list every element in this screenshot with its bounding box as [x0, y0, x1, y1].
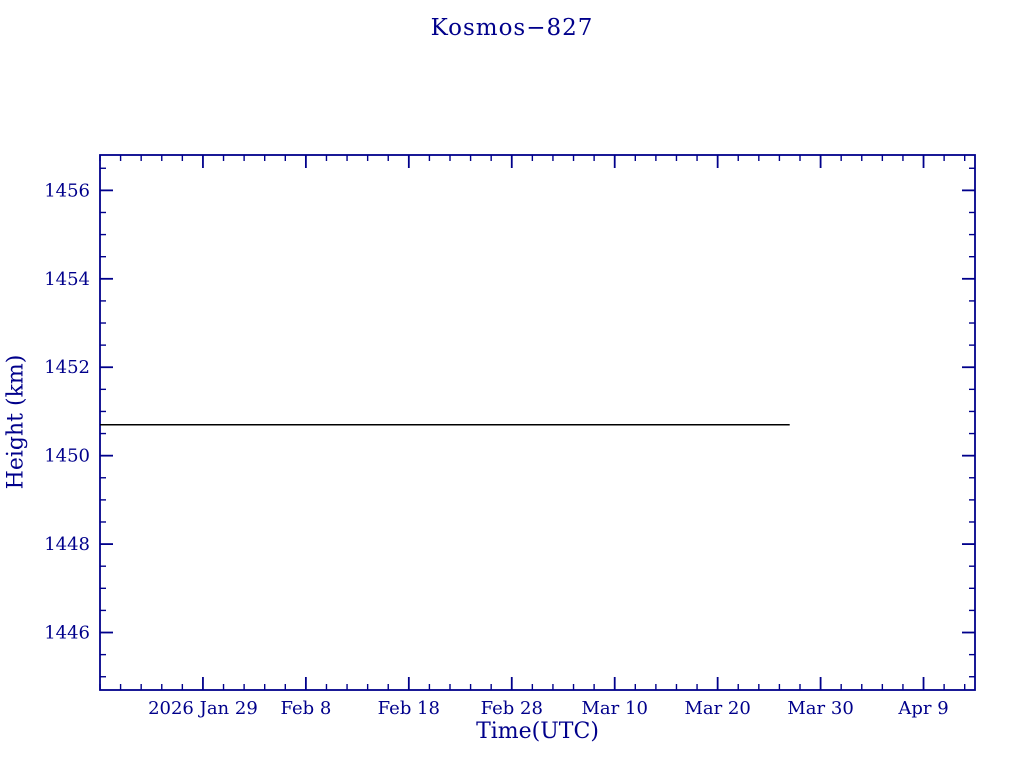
- x-tick-label: Feb 18: [378, 698, 440, 719]
- y-tick-label: 1448: [44, 534, 90, 555]
- y-tick-label: 1452: [44, 357, 90, 378]
- x-tick-label: Mar 10: [582, 698, 648, 719]
- x-tick-label: 2026 Jan 29: [148, 698, 258, 719]
- x-tick-label: Mar 20: [684, 698, 750, 719]
- x-tick-label: Feb 28: [481, 698, 543, 719]
- y-tick-label: 1450: [44, 446, 90, 467]
- y-tick-label: 1446: [44, 623, 90, 644]
- chart-title: Kosmos−827: [430, 15, 594, 41]
- x-tick-label: Feb 8: [280, 698, 331, 719]
- x-tick-label: Mar 30: [787, 698, 853, 719]
- y-tick-label: 1454: [44, 269, 90, 290]
- x-tick-label: Apr 9: [897, 698, 948, 719]
- plot-frame: [99, 154, 976, 691]
- y-tick-label: 1456: [44, 180, 90, 201]
- x-axis-label: Time(UTC): [476, 719, 599, 744]
